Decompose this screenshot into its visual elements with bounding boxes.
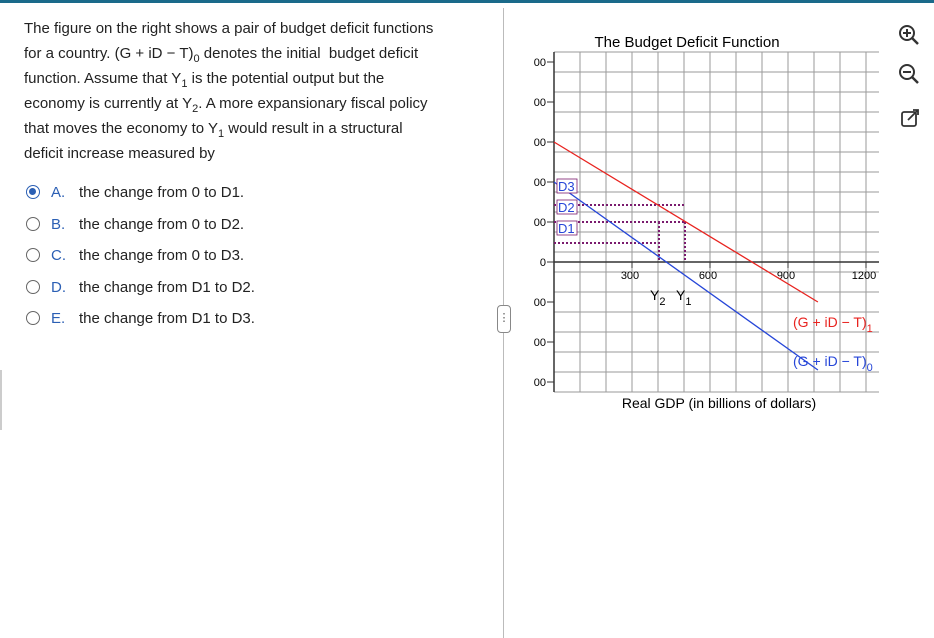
top-bar xyxy=(0,0,934,3)
y-tick-label: 00 xyxy=(534,57,546,69)
option-text: the change from D1 to D2. xyxy=(79,278,255,296)
y-tick-label: 00 xyxy=(534,137,546,149)
text: deficit increase measured by xyxy=(24,145,215,162)
option-letter: D. xyxy=(51,278,66,296)
annotation-sub: 2 xyxy=(659,296,665,308)
text: would result in a structural xyxy=(224,120,403,137)
option-text: the change from 0 to D2. xyxy=(79,215,245,233)
series-label: (G + iD − T)1 xyxy=(793,314,873,335)
label-text: (G + iD − T) xyxy=(793,314,867,330)
annotation: D3 xyxy=(558,179,575,194)
annotation-sub: 1 xyxy=(685,296,691,308)
chart-title: The Budget Deficit Function xyxy=(594,34,779,51)
option-letter: E. xyxy=(51,310,66,327)
question-line: The figure on the right shows a pair of … xyxy=(24,16,484,41)
annotation-box xyxy=(556,220,578,236)
option-letter: A. xyxy=(51,184,66,201)
left-edge xyxy=(0,370,2,430)
annotation: D1 xyxy=(558,221,575,236)
radio[interactable] xyxy=(26,185,40,199)
option-letter: B. xyxy=(51,215,66,233)
y-tick-label: 00 xyxy=(534,97,546,109)
x-axis-label: Real GDP (in billions of dollars) xyxy=(622,395,816,411)
radio[interactable] xyxy=(26,279,40,294)
open-icon[interactable] xyxy=(901,109,919,127)
radio[interactable] xyxy=(26,248,40,262)
zoom-in-icon[interactable] xyxy=(899,25,919,45)
text: for a country. (G + iD − T) xyxy=(24,45,194,62)
option-text: the change from D1 to D3. xyxy=(79,310,255,327)
option-text: the change from 0 to D1. xyxy=(79,184,245,201)
y-tick-label: 00 xyxy=(534,177,546,189)
series-label: (G + iD − T)0 xyxy=(793,353,873,374)
radio[interactable] xyxy=(26,311,40,325)
question-panel: The figure on the right shows a pair of … xyxy=(24,16,484,327)
label-sub: 1 xyxy=(867,323,873,335)
text: . A more expansionary fiscal policy xyxy=(198,95,428,112)
text: denotes the initial budget deficit xyxy=(199,45,419,62)
question-line: function. Assume that Y1 is the potentia… xyxy=(24,66,484,91)
radio[interactable] xyxy=(26,216,40,231)
y-tick-label: 00 xyxy=(534,217,546,229)
question-line: economy is currently at Y2. A more expan… xyxy=(24,91,484,116)
y-tick-label: 00 xyxy=(534,297,546,309)
annotation-box xyxy=(556,199,578,215)
text: is the potential output but the xyxy=(187,70,385,87)
text: The figure on the right shows a pair of … xyxy=(24,20,434,37)
annotation-text: Y xyxy=(650,287,660,303)
question-line: deficit increase measured by xyxy=(24,141,484,166)
subscript: 2 xyxy=(192,103,199,115)
option-letter: C. xyxy=(51,247,66,264)
text: that moves the economy to Y xyxy=(24,120,218,137)
x-tick-label: 900 xyxy=(777,270,795,282)
text: function. Assume that Y xyxy=(24,70,182,87)
option-text: the change from 0 to D3. xyxy=(79,247,245,264)
annotation-box xyxy=(556,178,578,194)
x-tick-label: 600 xyxy=(699,270,717,282)
panel-handle[interactable]: ⋮ xyxy=(497,305,511,333)
x-tick-label: 300 xyxy=(621,270,639,282)
annotation: Y2 xyxy=(650,287,665,308)
deficit-line xyxy=(553,141,819,303)
subscript: 0 xyxy=(193,53,200,65)
subscript: 1 xyxy=(181,78,188,90)
y-tick-label: 00 xyxy=(534,377,546,389)
question-line: that moves the economy to Y1 would resul… xyxy=(24,116,484,141)
annotation: D2 xyxy=(558,200,575,215)
y-tick-label: 00 xyxy=(534,337,546,349)
label-sub: 0 xyxy=(867,362,873,374)
subscript: 1 xyxy=(218,128,225,140)
x-tick-label: 1200 xyxy=(852,270,876,282)
question-text: The figure on the right shows a pair of … xyxy=(24,16,484,166)
question-line: for a country. (G + iD − T)0 denotes the… xyxy=(24,41,484,66)
zoom-out-icon[interactable] xyxy=(899,64,919,84)
annotation-text: Y xyxy=(676,287,686,303)
label-text: (G + iD − T) xyxy=(793,353,867,369)
deficit-line xyxy=(553,181,819,371)
annotation: Y1 xyxy=(676,287,691,308)
y-tick-label: 0 xyxy=(540,257,546,269)
text: economy is currently at Y xyxy=(24,95,193,112)
